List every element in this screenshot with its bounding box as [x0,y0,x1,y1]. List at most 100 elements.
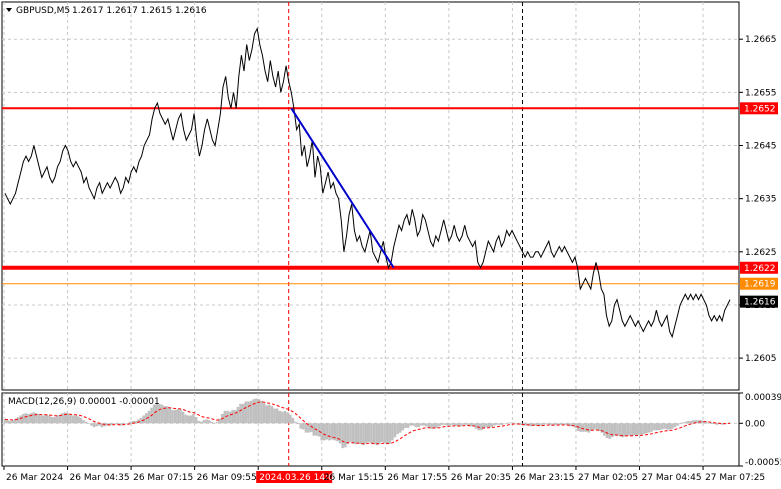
macd-bar [40,415,43,424]
macd-bar [555,423,559,425]
dropdown-triangle-icon[interactable] [6,8,12,12]
macd-bar [165,406,169,424]
macd-bar [637,423,640,435]
macd-bar [495,423,499,425]
macd-bar [663,423,666,429]
macd-bar [184,414,187,424]
macd-bar [27,413,30,424]
macd-bar [511,422,515,424]
macd-bar [147,410,151,424]
macd-bar [393,423,397,438]
macd-bar [278,410,282,424]
trend-line[interactable] [290,107,395,269]
macd-bar [448,423,452,426]
macd-bar [116,423,119,425]
macd-bar [414,423,418,428]
macd-bar [514,423,517,424]
macd-bar [705,421,708,424]
macd-indicator-label: MACD(12,26,9) 0.00001 -0.00001 [8,397,160,407]
current-price-label: 1.2616 [744,298,776,308]
macd-bar [173,410,177,424]
macd-bar [252,399,255,424]
macd-bar [417,423,420,428]
macd-bar [595,423,598,430]
macd-bar [194,417,198,424]
macd-bar [121,423,125,425]
macd-bar [354,423,358,445]
time-tick-label: 26 Mar 20:35 [451,473,511,483]
macd-bar [262,403,266,424]
macd-bar [288,414,292,424]
macd-bar [134,420,138,424]
vertical-markers [288,2,523,466]
macd-bar [383,423,386,443]
macd-bar [351,423,355,444]
price-line [4,27,731,339]
macd-bar [519,423,522,425]
macd-bar [37,413,41,424]
macd-bar [616,423,619,436]
macd-bar [202,420,206,424]
macd-bar [427,423,431,428]
macd-bar [409,423,412,426]
price-tick-label: 1.2645 [745,142,777,152]
macd-tick-label: -0.00055 [745,458,781,468]
macd-bar [391,423,394,441]
macd-axis: 0.00039 0.00 -0.00055 [739,392,781,468]
macd-bar [419,423,423,426]
macd-signal-line [4,401,731,445]
macd-bar [676,423,679,426]
macd-bar [605,423,609,439]
macd-bar [281,411,284,424]
macd-bar [92,423,96,428]
macd-bar [480,423,483,431]
macd-bar [82,420,85,424]
time-tick-label: 26 Mar 15:15 [324,473,384,483]
macd-bar [589,423,593,432]
macd-bar [273,408,276,424]
macd-bar [493,423,496,426]
main-plot-frame [1,1,740,391]
macd-bar [535,423,538,426]
time-tick-label: 26 Mar 17:55 [387,473,447,483]
macd-bar [524,423,528,426]
macd-bar [621,423,624,438]
macd-bar [137,419,140,424]
macd-bar [686,420,690,424]
macd-bar [50,417,54,424]
macd-bar [624,423,627,437]
macd-bar [671,423,674,429]
macd-bar [105,423,109,426]
current-price-label-bg [740,295,778,308]
macd-bar [673,423,677,428]
macd-bar [249,400,253,424]
macd-bar [87,423,91,424]
macd-bar [372,423,376,445]
price-tick-label: 1.2635 [745,195,777,205]
macd-bar [299,423,303,429]
macd-bar [181,411,185,424]
macd-bar [270,406,274,424]
macd-bar [24,413,28,424]
macd-bar [11,420,15,424]
macd-bar [45,414,49,424]
price-tick-label: 1.2665 [745,35,777,45]
macd-bar [76,416,80,424]
time-tick-label: 26 Mar 09:55 [197,473,257,483]
macd-bar [124,423,127,424]
macd-bar [422,423,426,426]
macd-bar [650,423,653,432]
macd-bar [63,412,67,424]
macd-bar [464,423,467,425]
macd-bar [582,423,585,432]
macd-bar [537,423,541,427]
macd-bar [176,409,180,424]
macd-bar [597,423,601,432]
macd-bar [553,423,556,425]
macd-bar [189,415,193,424]
macd-bar [231,410,235,424]
macd-bar [710,423,713,425]
macd-bar [79,417,83,424]
macd-bar [158,403,161,424]
macd-bar [412,423,415,426]
